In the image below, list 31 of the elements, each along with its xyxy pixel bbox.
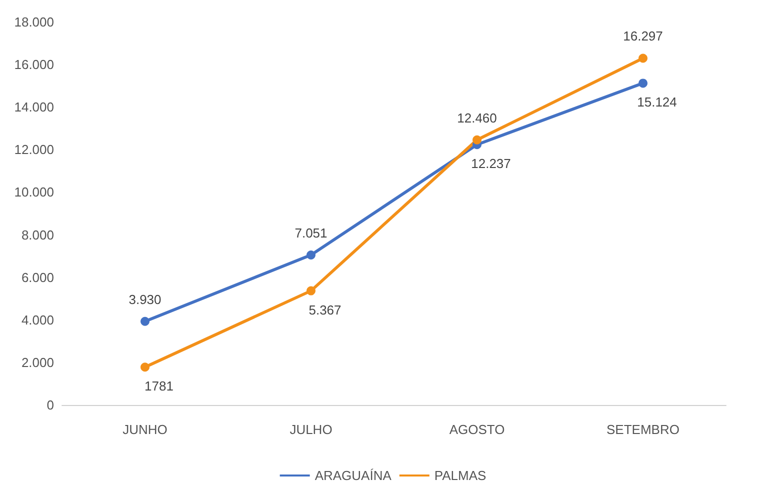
- point: [140, 362, 150, 372]
- point: [140, 316, 150, 326]
- y-tick-label: 14.000: [14, 100, 54, 115]
- point: [306, 250, 316, 260]
- data-label: 15.124: [637, 94, 677, 110]
- data-label: 7.051: [294, 225, 328, 240]
- y-tick-label: 4.000: [21, 312, 54, 328]
- point: [638, 54, 648, 63]
- legend-label: PALMAS: [434, 468, 487, 483]
- point: [638, 78, 648, 88]
- data-label: 12.237: [471, 156, 511, 172]
- data-label: 3.930: [128, 292, 162, 307]
- x-tick-label: SETEMBRO: [606, 422, 680, 437]
- y-tick-label: 16.000: [14, 57, 54, 72]
- x-tick-label: JULHO: [290, 422, 332, 437]
- data-label: 5.367: [308, 302, 342, 318]
- point: [306, 286, 316, 296]
- y-tick-label: 18.000: [14, 14, 54, 30]
- y-tick-label: 0: [46, 398, 54, 412]
- y-tick-label: 8.000: [21, 227, 54, 242]
- data-label: 1781: [144, 378, 174, 394]
- y-tick-label: 10.000: [14, 184, 54, 200]
- data-label: 12.460: [457, 110, 497, 126]
- point: [472, 135, 482, 144]
- y-tick-label: 6.000: [21, 270, 54, 285]
- data-label: 16.297: [623, 28, 663, 44]
- legend-label: ARAGUAÍNA: [314, 468, 392, 483]
- x-tick-label: JUNHO: [122, 422, 168, 437]
- y-tick-label: 2.000: [21, 354, 54, 370]
- x-tick-label: AGOSTO: [449, 422, 505, 437]
- y-tick-label: 12.000: [14, 142, 54, 158]
